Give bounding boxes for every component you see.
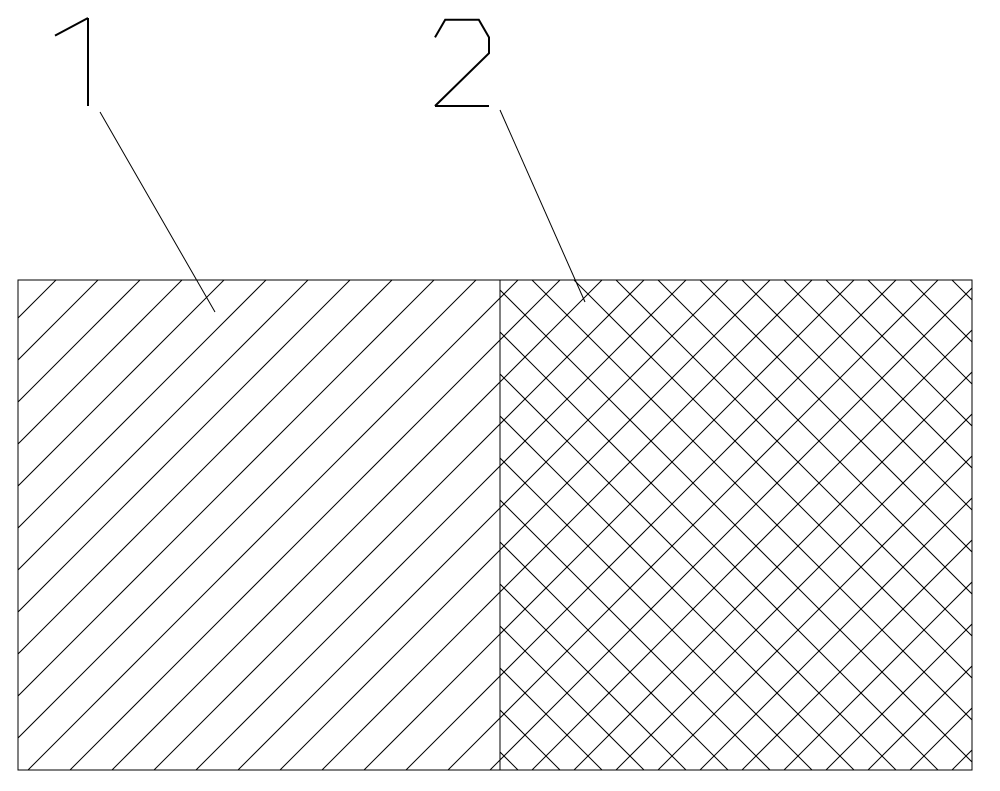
diagram-layer: [0, 0, 1000, 791]
left-region: [0, 0, 600, 791]
outer-rect: [18, 280, 972, 770]
diagram-svg: [0, 0, 1000, 791]
callout-1-label: [55, 18, 88, 106]
callout-2-label: [435, 20, 489, 106]
right-region: [400, 0, 1000, 791]
callout-1-leader: [100, 112, 215, 312]
callout-2-leader: [500, 110, 585, 302]
